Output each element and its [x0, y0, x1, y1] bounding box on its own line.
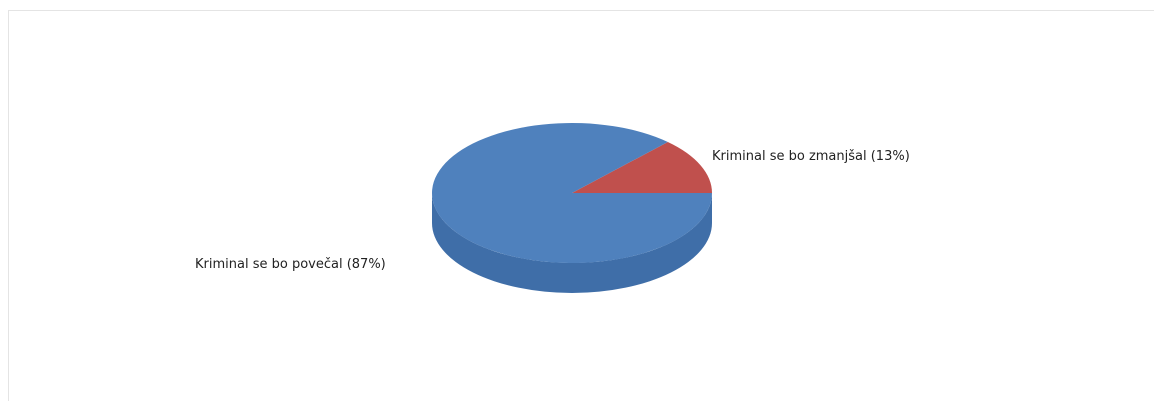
pie-sides [432, 193, 712, 293]
pie-slice-1 [432, 123, 712, 264]
slice-label-decrease: Kriminal se bo zmanjšal (13%) [712, 149, 910, 164]
slice-label-increase: Kriminal se bo povečal (87%) [195, 257, 386, 272]
pie-top [432, 123, 712, 264]
pie-side-1 [432, 193, 712, 293]
pie-slice-0 [572, 141, 712, 193]
pie-labels: Kriminal se bo zmanjšal (13%) Kriminal s… [195, 149, 910, 272]
